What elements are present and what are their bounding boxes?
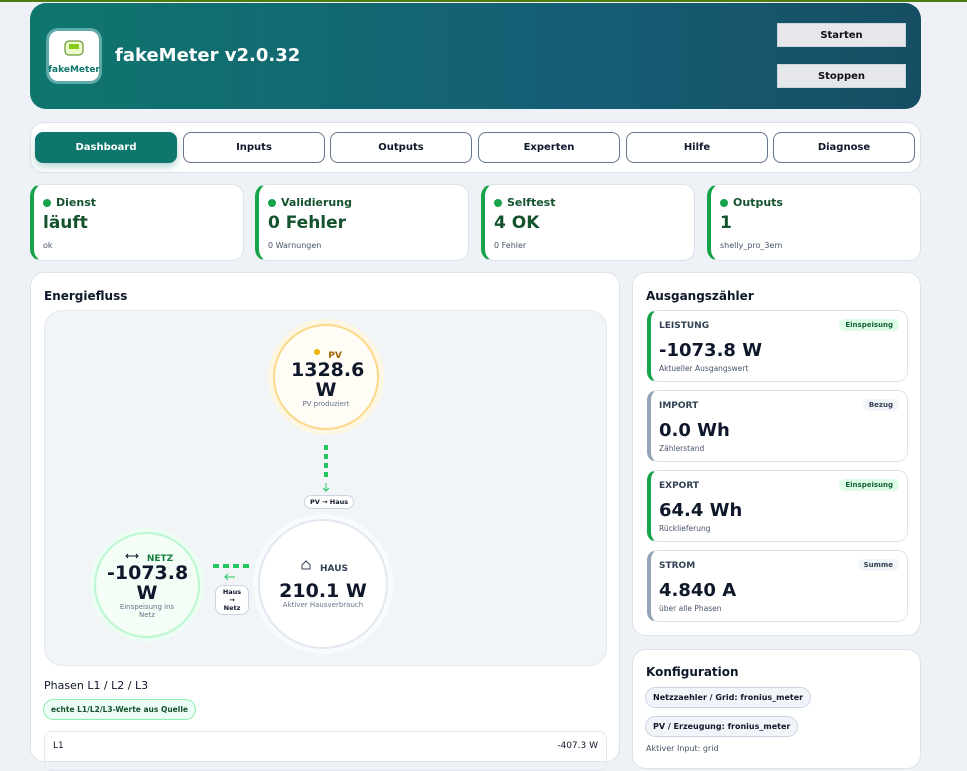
- meter-caption: über alle Phasen: [659, 604, 722, 613]
- pv-value: 1328.6 W: [291, 358, 365, 401]
- card-value: läuft: [43, 213, 88, 233]
- flow-area: PV 1328.6 W PV produziert PV → Haus HAUS…: [44, 310, 607, 666]
- haus-caption: Aktiver Hausverbrauch: [282, 601, 364, 610]
- status-card: Dienst läuft ok: [30, 184, 244, 261]
- tab[interactable]: Hilfe: [626, 132, 768, 163]
- card-value: 1: [720, 213, 732, 233]
- status-card: Validierung 0 Fehler 0 Warnungen: [255, 184, 469, 261]
- pv-node: PV 1328.6 W PV produziert: [273, 324, 379, 430]
- config-chip: Netzzaehler / Grid: fronius_meter: [645, 687, 812, 708]
- phases-table: L1 -407.3 W: [44, 731, 607, 771]
- meter-badge: Summe: [857, 559, 899, 571]
- meter-badge: Bezug: [862, 399, 899, 411]
- stop-button[interactable]: Stoppen: [777, 64, 906, 88]
- card-value: 4 OK: [494, 213, 540, 233]
- panel-title: Energiefluss: [44, 289, 128, 303]
- tab[interactable]: Dashboard: [35, 132, 177, 163]
- panel-title: Konfiguration: [646, 665, 739, 679]
- phases-badge: echte L1/L2/L3-Werte aus Quelle: [43, 699, 196, 720]
- top-bar: [0, 0, 967, 2]
- energy-panel: Energiefluss PV 1328.6 W PV produziert P…: [30, 272, 620, 771]
- pv-label: PV: [328, 350, 342, 361]
- card-note: 0 Fehler: [494, 241, 527, 250]
- meter-value: -1073.8 W: [659, 340, 763, 361]
- logo-icon: [64, 40, 84, 56]
- flow-lines: [213, 445, 330, 581]
- sun-icon: [314, 348, 321, 355]
- meter-label: IMPORT: [659, 401, 699, 411]
- tab-bar: Dashboard Inputs Outputs Experten Hilfe …: [30, 122, 921, 173]
- header: fakeMeter fakeMeter v2.0.32 Starten Stop…: [30, 3, 921, 109]
- status-card: Selftest 4 OK 0 Fehler: [481, 184, 695, 261]
- haus-node: HAUS 210.1 W Aktiver Hausverbrauch: [258, 519, 388, 649]
- card-label: Selftest: [494, 196, 555, 209]
- meter-item: IMPORT Bezug 0.0 Wh Zählerstand: [647, 390, 908, 462]
- config-panel: Konfiguration Netzzaehler / Grid: froniu…: [632, 649, 921, 769]
- start-button[interactable]: Starten: [777, 23, 906, 47]
- netz-value: -1073.8 W: [107, 561, 189, 604]
- meter-caption: Aktueller Ausgangswert: [659, 364, 749, 373]
- pv-flow-label: PV → Haus: [304, 495, 355, 509]
- pv-caption: PV produziert: [302, 400, 350, 409]
- card-note: 0 Warnungen: [268, 241, 322, 250]
- app-title: fakeMeter v2.0.32: [115, 45, 301, 66]
- card-note: ok: [43, 241, 53, 250]
- meter-item: LEISTUNG Einspeisung -1073.8 W Aktueller Au…: [647, 310, 908, 382]
- logo-text: fakeMeter: [48, 65, 100, 75]
- logo: fakeMeter: [46, 28, 102, 84]
- card-note: shelly_pro_3em: [720, 241, 783, 250]
- meter-badge: Einspeisung: [839, 479, 899, 491]
- phases-title: Phasen L1 / L2 / L3: [44, 679, 149, 692]
- haus-value: 210.1 W: [279, 579, 367, 602]
- meter-value: 0.0 Wh: [659, 420, 730, 441]
- netz-flow-label: Haus → Netz: [215, 585, 249, 615]
- phase-name: L1: [53, 741, 64, 751]
- haus-label: HAUS: [319, 563, 348, 574]
- tab[interactable]: Inputs: [183, 132, 325, 163]
- meter-caption: Rücklieferung: [659, 524, 711, 533]
- tab[interactable]: Diagnose: [773, 132, 915, 163]
- card-value: 0 Fehler: [268, 213, 347, 233]
- config-chip: PV / Erzeugung: fronius_meter: [645, 716, 799, 737]
- meter-badge: Einspeisung: [839, 319, 899, 331]
- grid-icon: [125, 553, 139, 558]
- meter-value: 64.4 Wh: [659, 500, 743, 521]
- meter-label: STROM: [659, 561, 696, 571]
- netz-node: NETZ -1073.8 W Einspeisung ins Netz: [94, 532, 200, 638]
- phase-value: -407.3 W: [557, 741, 598, 751]
- meter-panel: Ausgangszähler LEISTUNG Einspeisung -1073.…: [632, 272, 921, 636]
- status-card: Outputs 1 shelly_pro_3em: [707, 184, 921, 261]
- meter-caption: Zählerstand: [659, 444, 705, 453]
- house-icon: [301, 559, 311, 570]
- panel-title: Ausgangszähler: [646, 289, 754, 303]
- netz-label: NETZ: [146, 553, 174, 564]
- tab[interactable]: Outputs: [330, 132, 472, 163]
- card-label: Validierung: [268, 196, 352, 209]
- meter-value: 4.840 A: [659, 580, 737, 601]
- card-label: Outputs: [720, 196, 783, 209]
- meter-label: EXPORT: [659, 481, 699, 491]
- meter-item: EXPORT Einspeisung 64.4 Wh Rücklieferung: [647, 470, 908, 542]
- meter-label: LEISTUNG: [659, 321, 710, 331]
- card-label: Dienst: [43, 196, 96, 209]
- tab[interactable]: Experten: [478, 132, 620, 163]
- meter-item: STROM Summe 4.840 A über alle Phasen: [647, 550, 908, 622]
- netz-caption: Einspeisung ins Netz: [119, 603, 175, 620]
